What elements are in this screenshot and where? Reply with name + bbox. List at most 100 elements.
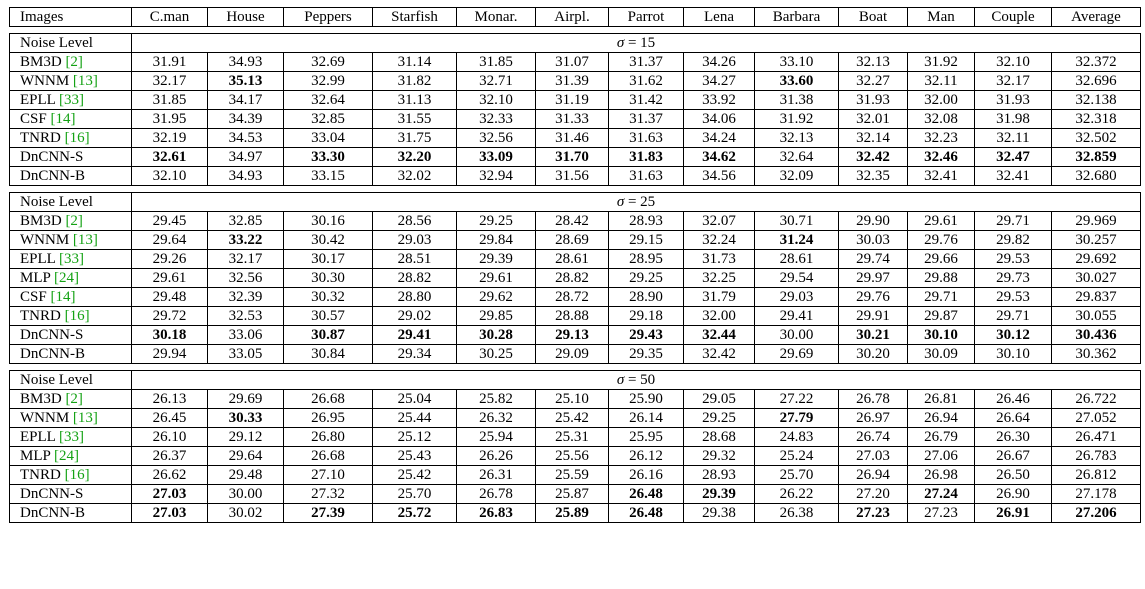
value-cell: 30.25 bbox=[456, 344, 536, 364]
value-cell: 27.32 bbox=[283, 484, 373, 504]
value-cell: 34.27 bbox=[683, 71, 755, 91]
value-cell: 29.05 bbox=[683, 389, 755, 409]
value-cell: 29.74 bbox=[838, 249, 908, 269]
method-cell: DnCNN-B bbox=[9, 344, 132, 364]
value-cell: 29.87 bbox=[907, 306, 975, 326]
table-row: EPLL [33] 31.85 34.17 32.64 31.13 32.10 31.19 3… bbox=[9, 90, 1141, 110]
citation: [24] bbox=[54, 270, 80, 286]
value-cell: 26.68 bbox=[283, 446, 373, 466]
value-cell: 26.95 bbox=[283, 408, 373, 428]
value-cell: 30.10 bbox=[974, 344, 1052, 364]
value-cell: 26.37 bbox=[131, 446, 208, 466]
section-gap bbox=[9, 363, 1141, 371]
method-cell: DnCNN-B bbox=[9, 503, 132, 523]
value-cell: 30.30 bbox=[283, 268, 373, 288]
method-name: DnCNN-S bbox=[20, 486, 84, 502]
method-name: DnCNN-B bbox=[20, 505, 86, 521]
table-body: Images C.man House Peppers Starfish Monar. Air… bbox=[9, 7, 1141, 523]
method-cell: BM3D [2] bbox=[9, 389, 132, 409]
value-cell: 31.38 bbox=[754, 90, 839, 110]
value-cell: 26.94 bbox=[838, 465, 908, 485]
value-cell: 31.85 bbox=[456, 52, 536, 72]
noise-level-row: Noise Level σ = 25 bbox=[9, 192, 1141, 212]
value-cell: 29.38 bbox=[683, 503, 755, 523]
value-cell: 30.84 bbox=[283, 344, 373, 364]
method-name: BM3D bbox=[20, 391, 62, 407]
value-cell: 31.63 bbox=[608, 166, 684, 186]
value-cell: 32.25 bbox=[683, 268, 755, 288]
value-cell: 31.92 bbox=[754, 109, 839, 129]
value-cell: 28.82 bbox=[372, 268, 457, 288]
value-cell: 29.692 bbox=[1051, 249, 1141, 269]
section-gap bbox=[9, 26, 1141, 34]
psnr-results-table: Images C.man House Peppers Starfish Monar. Air… bbox=[9, 7, 1141, 523]
method-name: MLP bbox=[20, 448, 51, 464]
header-man: Man bbox=[907, 7, 975, 27]
value-cell: 29.837 bbox=[1051, 287, 1141, 307]
citation: [14] bbox=[50, 111, 76, 127]
value-cell: 29.82 bbox=[974, 230, 1052, 250]
section-gap-cell bbox=[9, 26, 1141, 34]
value-cell: 32.53 bbox=[207, 306, 284, 326]
value-cell: 31.39 bbox=[535, 71, 609, 91]
value-cell: 26.62 bbox=[131, 465, 208, 485]
value-cell: 30.57 bbox=[283, 306, 373, 326]
method-cell: TNRD [16] bbox=[9, 306, 132, 326]
method-name: CSF bbox=[20, 111, 47, 127]
value-cell: 29.84 bbox=[456, 230, 536, 250]
value-cell: 32.02 bbox=[372, 166, 457, 186]
method-cell: DnCNN-S bbox=[9, 325, 132, 345]
value-cell: 31.75 bbox=[372, 128, 457, 148]
value-cell: 32.00 bbox=[907, 90, 975, 110]
table-row: MLP [24] 26.37 29.64 26.68 25.43 26.26 25.56 26… bbox=[9, 446, 1141, 466]
value-cell: 25.56 bbox=[535, 446, 609, 466]
value-cell: 33.92 bbox=[683, 90, 755, 110]
method-cell: BM3D [2] bbox=[9, 52, 132, 72]
value-cell: 32.318 bbox=[1051, 109, 1141, 129]
value-cell: 32.69 bbox=[283, 52, 373, 72]
citation: [33] bbox=[59, 251, 85, 267]
value-cell: 28.61 bbox=[754, 249, 839, 269]
value-cell: 29.97 bbox=[838, 268, 908, 288]
value-cell: 29.25 bbox=[683, 408, 755, 428]
value-cell: 26.812 bbox=[1051, 465, 1141, 485]
sigma-value: = 15 bbox=[627, 35, 656, 51]
value-cell: 25.42 bbox=[372, 465, 457, 485]
value-cell: 27.22 bbox=[754, 389, 839, 409]
table-row: DnCNN-B 27.03 30.02 27.39 25.72 26.83 25.89 26.… bbox=[9, 503, 1141, 523]
value-cell: 27.20 bbox=[838, 484, 908, 504]
value-cell: 32.08 bbox=[907, 109, 975, 129]
value-cell: 31.33 bbox=[535, 109, 609, 129]
value-cell: 26.12 bbox=[608, 446, 684, 466]
value-cell: 31.13 bbox=[372, 90, 457, 110]
value-cell: 27.06 bbox=[907, 446, 975, 466]
method-cell: WNNM [13] bbox=[9, 408, 132, 428]
sigma-symbol: σ bbox=[616, 372, 625, 388]
value-cell: 29.41 bbox=[754, 306, 839, 326]
value-cell: 29.61 bbox=[456, 268, 536, 288]
value-cell: 32.94 bbox=[456, 166, 536, 186]
value-cell: 34.39 bbox=[207, 109, 284, 129]
noise-level-label: Noise Level bbox=[9, 192, 132, 212]
method-cell: EPLL [33] bbox=[9, 249, 132, 269]
value-cell: 29.48 bbox=[131, 287, 208, 307]
header-row: Images C.man House Peppers Starfish Monar. Air… bbox=[9, 7, 1141, 27]
value-cell: 28.68 bbox=[683, 427, 755, 447]
value-cell: 26.78 bbox=[838, 389, 908, 409]
value-cell: 30.10 bbox=[907, 325, 975, 345]
value-cell: 25.44 bbox=[372, 408, 457, 428]
value-cell: 34.93 bbox=[207, 166, 284, 186]
value-cell: 31.56 bbox=[535, 166, 609, 186]
value-cell: 30.436 bbox=[1051, 325, 1141, 345]
table-row: DnCNN-B 29.94 33.05 30.84 29.34 30.25 29.09 29.… bbox=[9, 344, 1141, 364]
value-cell: 32.138 bbox=[1051, 90, 1141, 110]
value-cell: 30.02 bbox=[207, 503, 284, 523]
method-cell: TNRD [16] bbox=[9, 128, 132, 148]
value-cell: 28.90 bbox=[608, 287, 684, 307]
value-cell: 30.16 bbox=[283, 211, 373, 231]
value-cell: 32.61 bbox=[131, 147, 208, 167]
value-cell: 30.09 bbox=[907, 344, 975, 364]
value-cell: 27.03 bbox=[131, 484, 208, 504]
method-cell: MLP [24] bbox=[9, 446, 132, 466]
citation: [13] bbox=[72, 410, 98, 426]
